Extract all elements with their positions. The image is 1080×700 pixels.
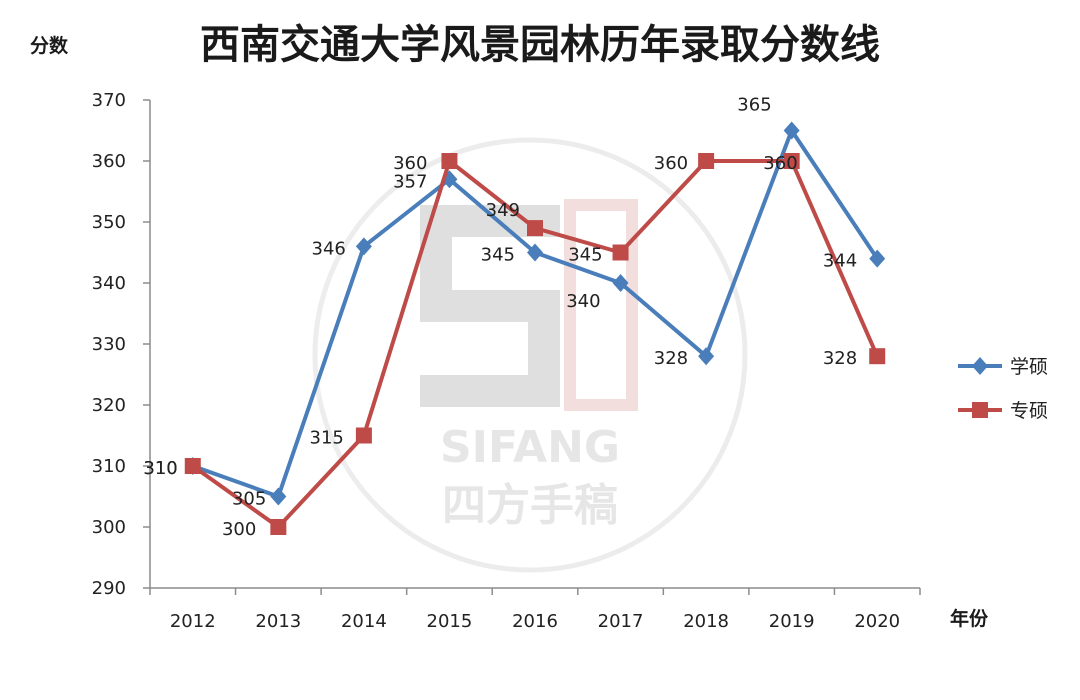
data-label: 328 xyxy=(654,348,688,369)
data-point xyxy=(441,153,458,169)
data-label: 349 xyxy=(486,200,520,221)
data-label: 346 xyxy=(312,238,346,259)
data-point xyxy=(612,244,629,261)
x-tick-label: 2016 xyxy=(512,611,558,632)
data-point xyxy=(527,243,543,262)
data-label: 345 xyxy=(568,245,602,266)
series-layer xyxy=(184,121,886,535)
series-1 xyxy=(184,153,886,535)
legend-item: 专硕 xyxy=(958,400,1048,422)
data-point xyxy=(698,347,715,366)
data-point xyxy=(270,519,287,535)
watermark-ring xyxy=(312,137,748,573)
data-label: 360 xyxy=(763,153,797,174)
axes: 290 300 310 320 330 340 350 360 370 2012 2013 2014 2… xyxy=(92,90,921,632)
data-labels: 3103053463573453403283653443103003153603… xyxy=(143,95,857,541)
data-label: 357 xyxy=(393,171,427,192)
legend-label: 学硕 xyxy=(1010,356,1048,378)
x-axis-title: 年份 xyxy=(950,607,989,630)
y-tick-label: 340 xyxy=(92,273,126,294)
watermark: SIFANG 四方手稿 xyxy=(312,137,748,573)
x-tick-label: 2018 xyxy=(683,611,729,632)
watermark-latin: SIFANG xyxy=(440,422,620,473)
data-point xyxy=(527,220,543,237)
y-tick-label: 360 xyxy=(92,151,126,172)
data-label: 305 xyxy=(232,489,266,510)
data-label: 360 xyxy=(393,153,427,174)
data-label: 360 xyxy=(654,153,688,174)
y-tick-label: 290 xyxy=(92,578,126,599)
y-axis-title: 分数 xyxy=(30,34,69,57)
x-tick-label: 2020 xyxy=(854,611,900,632)
data-point xyxy=(698,153,715,169)
data-point xyxy=(355,237,372,256)
data-point xyxy=(869,348,886,365)
data-point xyxy=(270,487,287,506)
data-label: 344 xyxy=(823,251,857,272)
x-tick-label: 2014 xyxy=(341,611,387,632)
watermark-mark xyxy=(420,290,560,322)
x-tick-label: 2015 xyxy=(427,611,473,632)
data-point xyxy=(612,274,629,292)
x-tick-label: 2013 xyxy=(255,611,301,632)
data-label: 310 xyxy=(143,458,177,479)
data-point xyxy=(869,249,886,268)
data-label: 315 xyxy=(310,428,344,449)
legend-marker xyxy=(972,357,988,375)
data-label: 365 xyxy=(737,95,771,116)
watermark-mark xyxy=(564,199,638,411)
watermark-mark xyxy=(528,290,560,405)
x-tick-label: 2019 xyxy=(769,611,815,632)
legend-marker xyxy=(972,402,988,418)
data-label: 340 xyxy=(566,291,600,312)
data-point xyxy=(783,121,800,140)
data-label: 300 xyxy=(222,519,256,540)
data-label: 345 xyxy=(481,245,515,266)
chart-title: 西南交通大学风景园林历年录取分数线 xyxy=(200,21,880,68)
watermark-mark xyxy=(420,205,452,315)
y-tick-label: 370 xyxy=(92,90,126,111)
legend-label: 专硕 xyxy=(1010,400,1048,422)
data-point xyxy=(783,153,800,169)
x-tick-label: 2012 xyxy=(170,611,216,632)
watermark-cjk: 四方手稿 xyxy=(442,480,618,531)
y-tick-label: 300 xyxy=(92,517,126,538)
data-point xyxy=(355,427,372,444)
y-tick-label: 320 xyxy=(92,395,126,416)
data-label: 328 xyxy=(823,348,857,369)
y-tick-label: 310 xyxy=(92,456,126,477)
legend-item: 学硕 xyxy=(958,356,1048,378)
data-point xyxy=(184,458,201,474)
x-tick-label: 2017 xyxy=(598,611,644,632)
y-tick-label: 350 xyxy=(92,212,126,233)
data-label: 310 xyxy=(143,458,177,479)
y-tick-label: 330 xyxy=(92,334,126,355)
watermark-mark xyxy=(420,375,560,407)
